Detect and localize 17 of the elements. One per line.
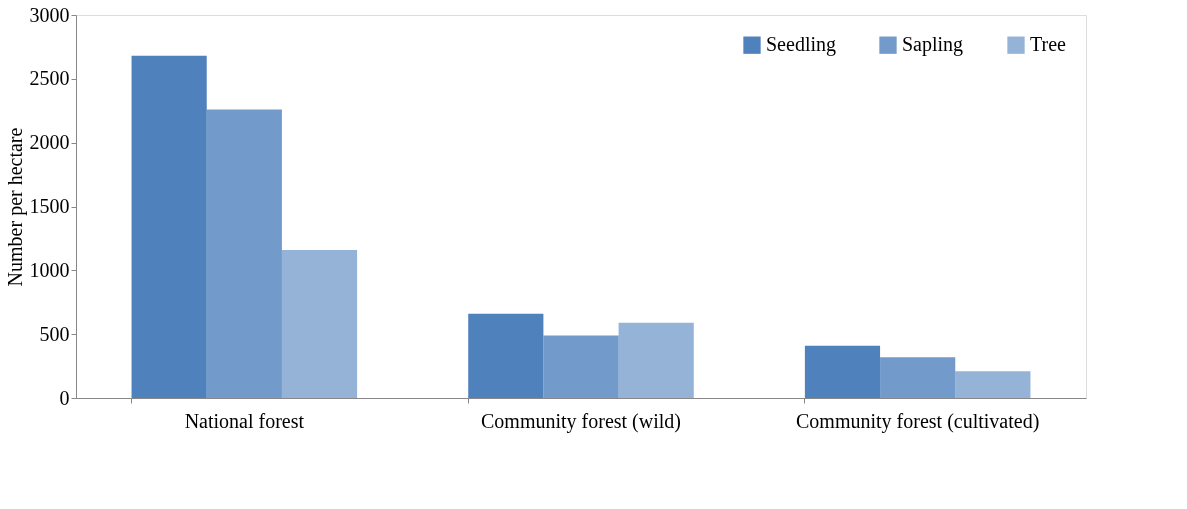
y-tick-label: 0	[59, 386, 70, 409]
legend-label: Seedling	[766, 33, 836, 57]
y-tick-label: 1000	[29, 258, 70, 281]
x-tick-label: Community forest (cultivated)	[796, 409, 1040, 433]
bar	[281, 249, 358, 398]
x-tick-label: National forest	[184, 409, 305, 432]
y-tick-label: 500	[39, 322, 70, 345]
y-axis-title: Number per hectare	[3, 127, 27, 287]
y-tick-label: 3000	[29, 3, 70, 26]
y-tick-label: 2500	[29, 67, 70, 90]
legend-label: Tree	[1030, 33, 1067, 56]
y-tick-label: 2000	[29, 131, 70, 154]
x-tick-label: Community forest (wild)	[481, 409, 681, 433]
bar	[955, 371, 1031, 398]
bar	[618, 322, 694, 398]
y-tick-label: 1500	[29, 195, 70, 217]
legend-label: Sapling	[902, 33, 964, 57]
